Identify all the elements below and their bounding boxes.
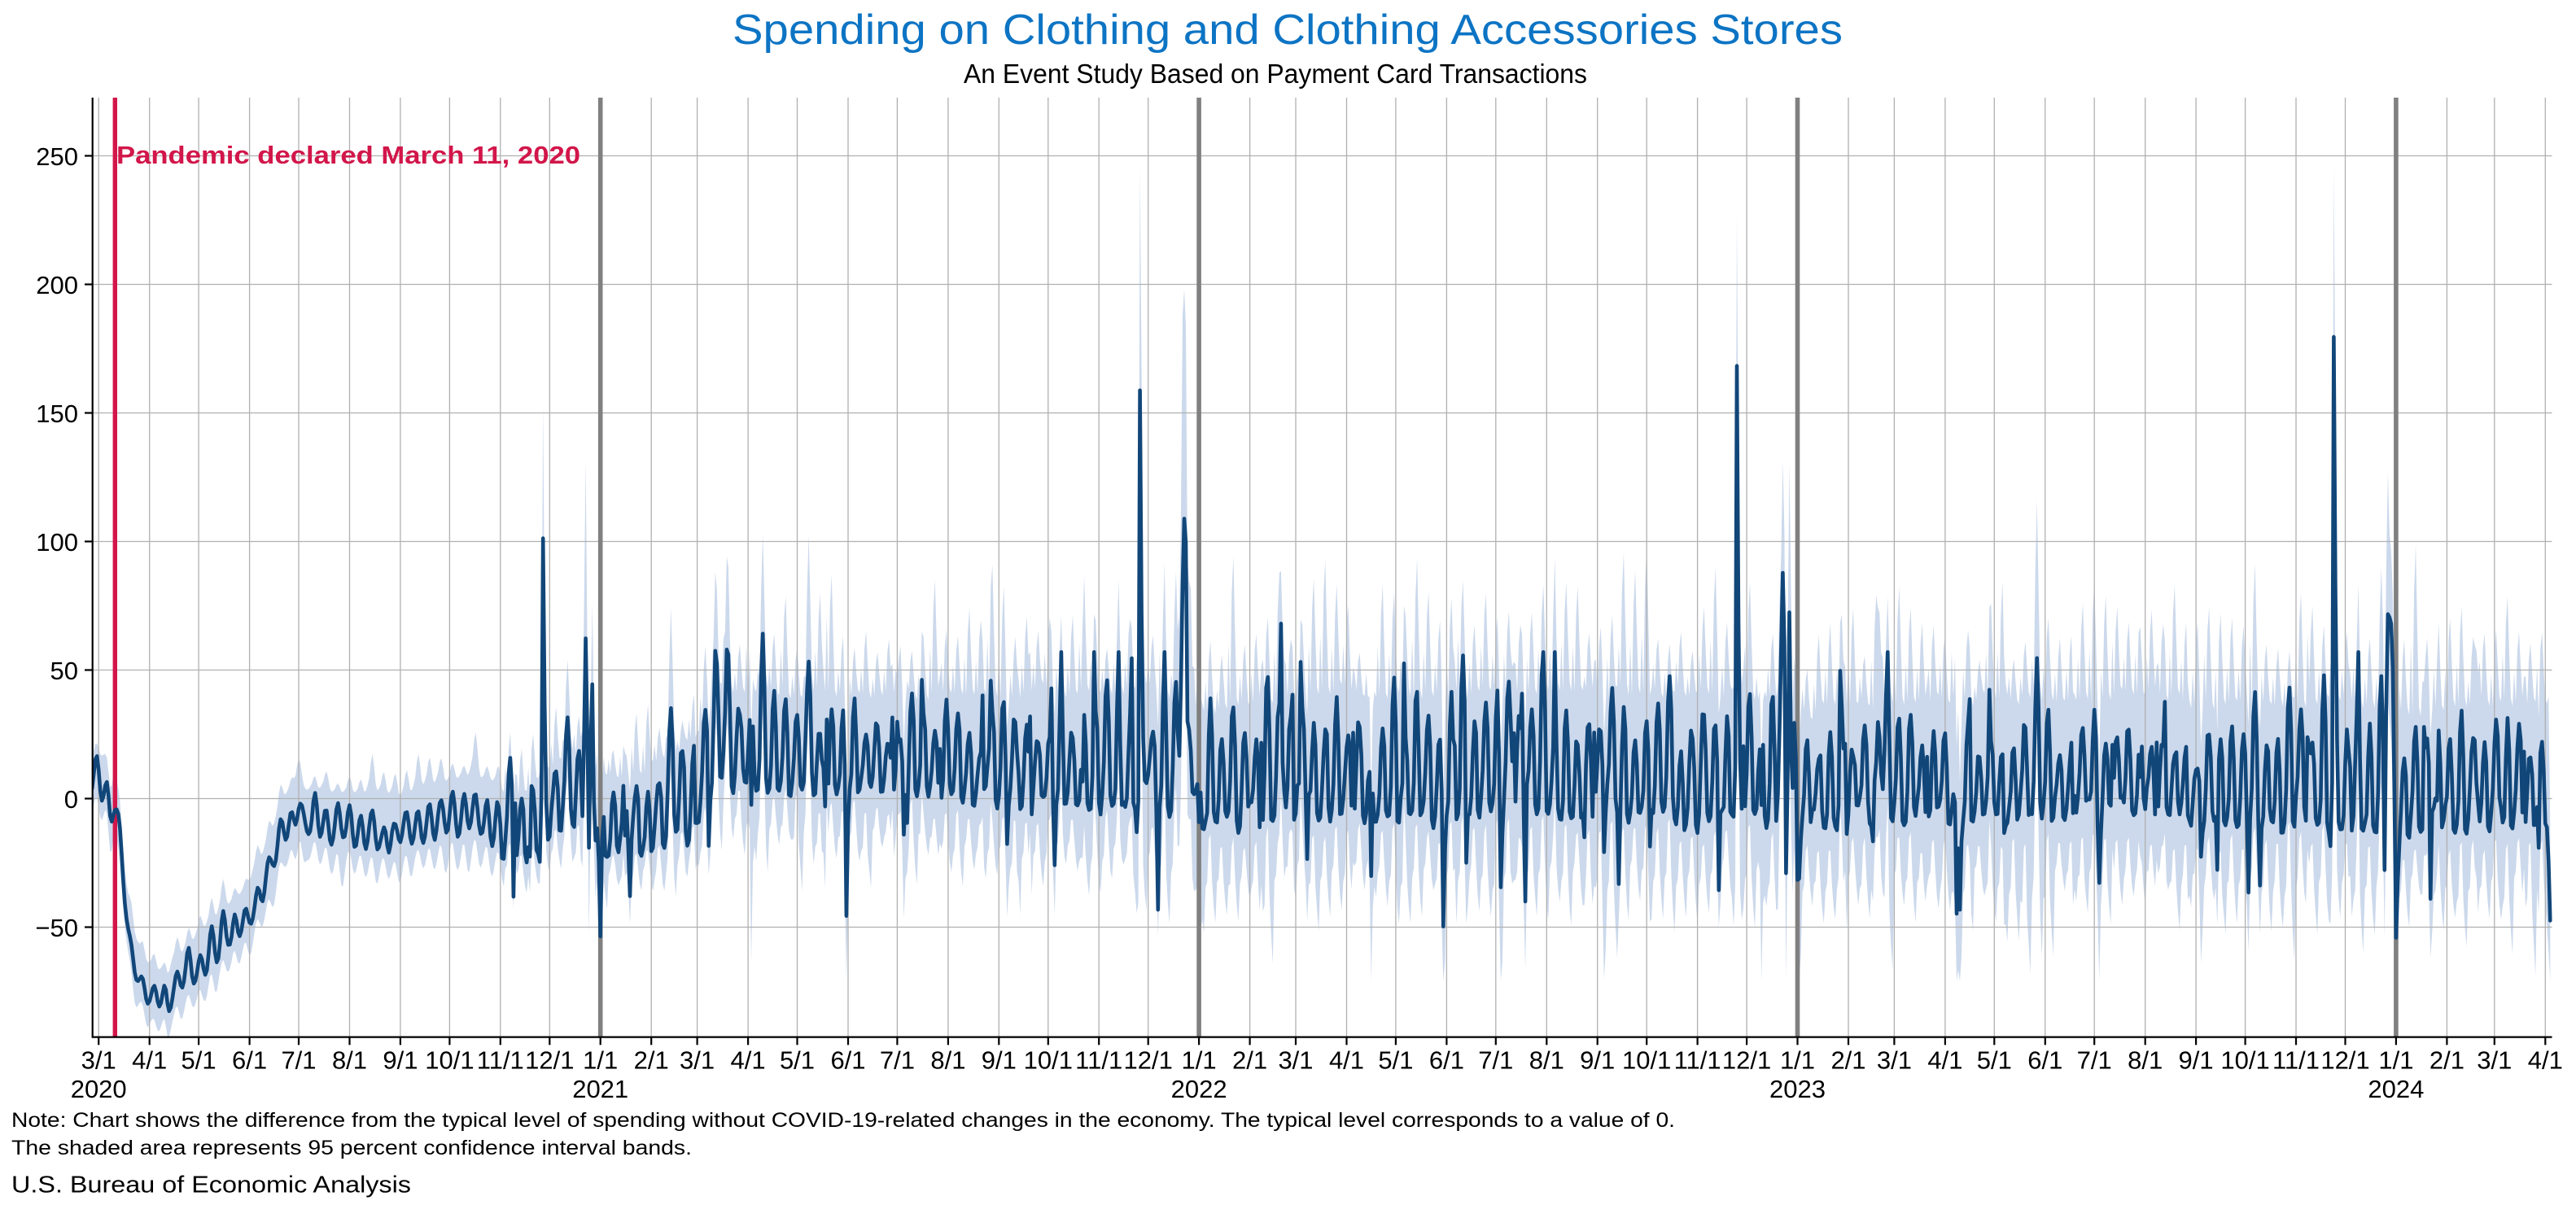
svg-text:10/1: 10/1 <box>1024 1046 1073 1075</box>
svg-text:2023: 2023 <box>1769 1075 1826 1103</box>
svg-text:6/1: 6/1 <box>232 1046 267 1075</box>
svg-text:1/1: 1/1 <box>583 1046 618 1075</box>
svg-text:Note: Chart shows the differen: Note: Chart shows the difference from th… <box>11 1109 1675 1132</box>
svg-text:5/1: 5/1 <box>1378 1046 1413 1075</box>
svg-text:5/1: 5/1 <box>182 1046 216 1075</box>
svg-text:2/1: 2/1 <box>1232 1046 1267 1075</box>
svg-text:Spending on Clothing and Cloth: Spending on Clothing and Clothing Access… <box>733 7 1843 54</box>
svg-text:8/1: 8/1 <box>1529 1046 1564 1075</box>
svg-text:3/1: 3/1 <box>81 1046 116 1075</box>
svg-text:9/1: 9/1 <box>982 1046 1017 1075</box>
svg-text:150: 150 <box>36 399 78 428</box>
svg-text:10/1: 10/1 <box>2220 1046 2269 1075</box>
svg-text:4/1: 4/1 <box>1927 1046 1962 1075</box>
svg-text:3/1: 3/1 <box>1877 1046 1912 1075</box>
svg-text:250: 250 <box>36 142 78 171</box>
svg-text:7/1: 7/1 <box>880 1046 915 1075</box>
svg-text:2/1: 2/1 <box>2429 1046 2464 1075</box>
svg-text:1/1: 1/1 <box>1780 1046 1815 1075</box>
svg-text:1/1: 1/1 <box>2378 1046 2413 1075</box>
svg-text:11/1: 11/1 <box>2272 1046 2320 1075</box>
svg-text:10/1: 10/1 <box>425 1046 474 1075</box>
svg-text:8/1: 8/1 <box>332 1046 367 1075</box>
svg-text:11/1: 11/1 <box>477 1046 524 1075</box>
svg-text:2020: 2020 <box>71 1075 127 1103</box>
svg-text:4/1: 4/1 <box>132 1046 167 1075</box>
svg-text:3/1: 3/1 <box>2477 1046 2512 1075</box>
svg-text:200: 200 <box>36 271 78 299</box>
svg-text:7/1: 7/1 <box>281 1046 316 1075</box>
svg-text:12/1: 12/1 <box>2320 1046 2369 1075</box>
svg-text:8/1: 8/1 <box>930 1046 965 1075</box>
svg-text:12/1: 12/1 <box>1124 1046 1173 1075</box>
svg-text:4/1: 4/1 <box>1329 1046 1364 1075</box>
svg-text:10/1: 10/1 <box>1622 1046 1671 1075</box>
svg-text:An Event Study Based on Paymen: An Event Study Based on Payment Card Tra… <box>964 59 1587 90</box>
svg-text:11/1: 11/1 <box>1674 1046 1721 1075</box>
svg-text:9/1: 9/1 <box>383 1046 418 1075</box>
svg-text:5/1: 5/1 <box>780 1046 815 1075</box>
svg-text:1/1: 1/1 <box>1182 1046 1217 1075</box>
svg-text:12/1: 12/1 <box>1722 1046 1771 1075</box>
svg-text:4/1: 4/1 <box>2528 1046 2563 1075</box>
svg-text:U.S. Bureau of Economic Analys: U.S. Bureau of Economic Analysis <box>11 1172 411 1198</box>
svg-text:7/1: 7/1 <box>2077 1046 2112 1075</box>
svg-text:−50: −50 <box>35 914 78 942</box>
svg-text:6/1: 6/1 <box>2027 1046 2062 1075</box>
svg-text:2021: 2021 <box>572 1075 628 1103</box>
svg-text:7/1: 7/1 <box>1478 1046 1513 1075</box>
svg-text:The shaded area represents 95: The shaded area represents 95 percent co… <box>11 1137 692 1159</box>
svg-text:12/1: 12/1 <box>525 1046 574 1075</box>
svg-text:0: 0 <box>64 785 78 814</box>
svg-text:4/1: 4/1 <box>731 1046 766 1075</box>
svg-text:50: 50 <box>50 657 78 685</box>
svg-text:11/1: 11/1 <box>1075 1046 1122 1075</box>
svg-text:9/1: 9/1 <box>1580 1046 1615 1075</box>
svg-text:2/1: 2/1 <box>1830 1046 1865 1075</box>
svg-text:6/1: 6/1 <box>830 1046 865 1075</box>
svg-text:2022: 2022 <box>1171 1075 1227 1103</box>
svg-text:5/1: 5/1 <box>1977 1046 2012 1075</box>
svg-text:100: 100 <box>36 528 78 557</box>
svg-text:2024: 2024 <box>2368 1075 2424 1103</box>
svg-text:3/1: 3/1 <box>1278 1046 1313 1075</box>
svg-text:9/1: 9/1 <box>2179 1046 2214 1075</box>
svg-text:8/1: 8/1 <box>2128 1046 2163 1075</box>
svg-text:2/1: 2/1 <box>634 1046 669 1075</box>
svg-text:3/1: 3/1 <box>680 1046 715 1075</box>
svg-text:6/1: 6/1 <box>1429 1046 1464 1075</box>
svg-text:Pandemic declared March 11, 20: Pandemic declared March 11, 2020 <box>116 141 580 169</box>
